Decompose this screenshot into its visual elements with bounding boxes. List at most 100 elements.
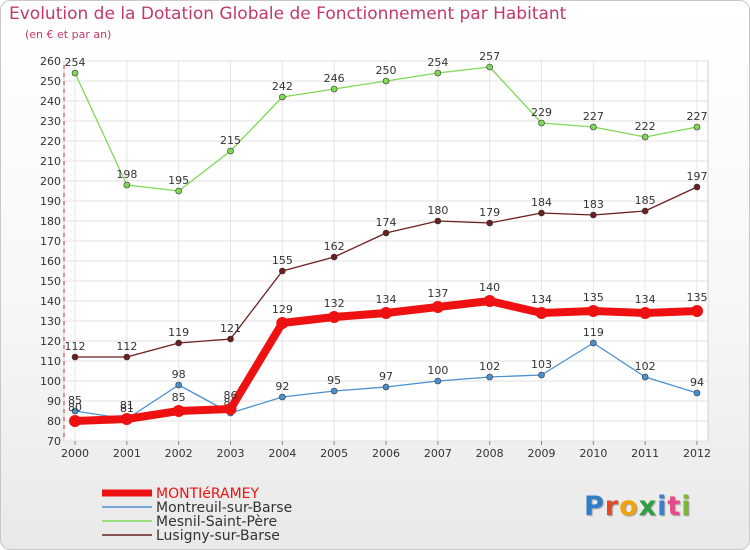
- data-label: 183: [583, 198, 604, 211]
- data-point: [590, 123, 597, 131]
- y-tick-label: 250: [40, 75, 61, 88]
- y-tick-label: 190: [40, 195, 61, 208]
- data-label: 174: [376, 216, 397, 229]
- data-point: [434, 377, 442, 385]
- data-point: [123, 181, 131, 189]
- data-point: [590, 339, 597, 347]
- data-point: [279, 93, 286, 101]
- data-point: [276, 317, 289, 329]
- data-label: 121: [220, 322, 241, 335]
- data-label: 95: [327, 374, 341, 387]
- y-tick-label: 170: [40, 235, 61, 248]
- data-label: 119: [168, 326, 189, 339]
- logo-letter: o: [619, 491, 639, 522]
- data-label: 102: [479, 360, 500, 373]
- data-point: [175, 339, 182, 347]
- data-point: [382, 229, 390, 237]
- data-label: 119: [583, 326, 604, 339]
- legend-entry: Mesnil-Saint-Père: [156, 514, 277, 530]
- data-point: [71, 69, 79, 77]
- x-tick-label: 2002: [165, 447, 193, 460]
- y-tick-label: 230: [40, 115, 61, 128]
- data-label: 135: [583, 291, 604, 304]
- y-tick-label: 150: [40, 275, 61, 288]
- logo-letter: i: [681, 491, 692, 522]
- data-point: [590, 211, 597, 219]
- y-tick-label: 140: [40, 295, 61, 308]
- data-point: [483, 295, 496, 307]
- data-label: 103: [531, 358, 552, 371]
- data-label: 180: [427, 204, 448, 217]
- data-label: 229: [531, 106, 552, 119]
- data-point: [120, 413, 133, 425]
- x-tick-label: 2009: [528, 447, 556, 460]
- x-tick-label: 2012: [683, 447, 711, 460]
- data-point: [69, 415, 81, 427]
- proxiti-logo: Proxiti: [584, 491, 692, 522]
- data-point: [693, 389, 701, 397]
- data-label: 112: [65, 340, 86, 353]
- data-label: 162: [324, 240, 345, 253]
- logo-letter: t: [667, 491, 682, 522]
- data-label: 198: [116, 168, 137, 181]
- data-point: [330, 253, 338, 261]
- data-label: 227: [583, 110, 604, 123]
- data-label: 86: [224, 389, 238, 402]
- data-point: [328, 311, 341, 323]
- data-label: 94: [690, 376, 704, 389]
- data-point: [71, 353, 79, 361]
- x-tick-label: 2000: [61, 447, 89, 460]
- data-label: 185: [635, 194, 656, 207]
- data-point: [641, 373, 649, 381]
- x-tick-label: 2004: [268, 447, 296, 460]
- data-point: [123, 353, 131, 361]
- y-tick-label: 180: [40, 215, 61, 228]
- legend-entry: Montreuil-sur-Barse: [156, 500, 292, 516]
- data-point: [172, 405, 185, 417]
- x-tick-label: 2011: [631, 447, 659, 460]
- data-label: 137: [427, 287, 448, 300]
- data-point: [434, 69, 442, 77]
- data-label: 85: [68, 394, 82, 407]
- data-point: [330, 387, 338, 395]
- data-point: [382, 383, 390, 391]
- data-label: 81: [120, 402, 134, 415]
- data-label: 85: [172, 391, 186, 404]
- data-point: [330, 85, 338, 93]
- data-point: [535, 307, 548, 319]
- data-label: 197: [687, 170, 708, 183]
- x-tick-label: 2007: [424, 447, 452, 460]
- y-tick-label: 200: [40, 175, 61, 188]
- y-tick-label: 260: [40, 55, 61, 68]
- y-tick-label: 70: [47, 435, 61, 448]
- x-tick-label: 2008: [476, 447, 504, 460]
- data-label: 134: [531, 293, 552, 306]
- data-point: [224, 403, 237, 415]
- data-label: 257: [479, 50, 500, 63]
- logo-letter: r: [604, 491, 620, 522]
- data-point: [279, 393, 286, 401]
- data-label: 100: [427, 364, 448, 377]
- data-point: [538, 371, 545, 379]
- data-point: [641, 133, 649, 141]
- data-label: 135: [687, 291, 708, 304]
- y-tick-label: 120: [40, 335, 61, 348]
- y-tick-label: 160: [40, 255, 61, 268]
- data-label: 132: [324, 297, 345, 310]
- y-tick-label: 220: [40, 135, 61, 148]
- data-label: 97: [379, 370, 393, 383]
- legend-entry: Lusigny-sur-Barse: [156, 528, 280, 544]
- data-label: 129: [272, 303, 293, 316]
- data-point: [486, 219, 493, 227]
- data-label: 112: [116, 340, 137, 353]
- data-point: [486, 63, 493, 71]
- data-label: 134: [376, 293, 397, 306]
- y-tick-label: 130: [40, 315, 61, 328]
- data-point: [434, 217, 442, 225]
- logo-letter: x: [638, 491, 658, 522]
- y-tick-label: 210: [40, 155, 61, 168]
- data-label: 98: [172, 368, 186, 381]
- data-label: 134: [635, 293, 656, 306]
